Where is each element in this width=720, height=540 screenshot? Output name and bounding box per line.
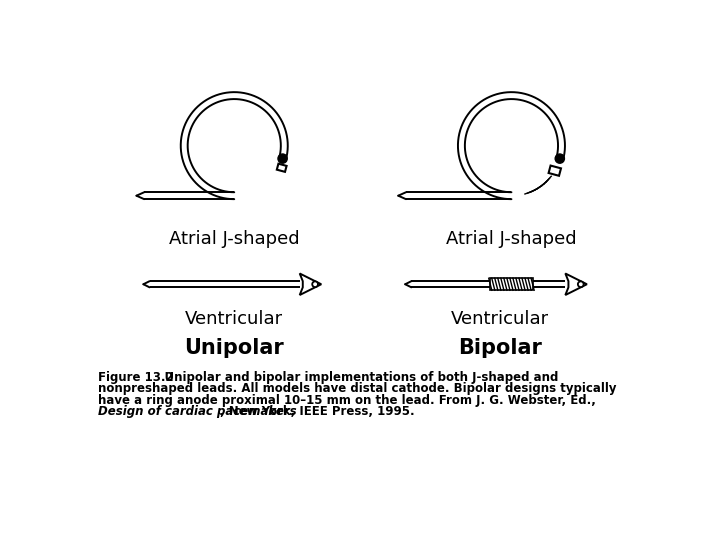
Circle shape bbox=[314, 283, 316, 286]
Text: Ventricular: Ventricular bbox=[451, 309, 549, 328]
Text: nonpreshaped leads. All models have distal cathode. Bipolar designs typically: nonpreshaped leads. All models have dist… bbox=[98, 382, 616, 395]
Circle shape bbox=[577, 281, 584, 287]
Bar bbox=[276, 164, 287, 172]
Text: Atrial J-shaped: Atrial J-shaped bbox=[446, 231, 577, 248]
Text: , New York, IEEE Press, 1995.: , New York, IEEE Press, 1995. bbox=[220, 405, 414, 418]
Circle shape bbox=[312, 281, 318, 287]
Text: Unipolar and bipolar implementations of both J-shaped and: Unipolar and bipolar implementations of … bbox=[148, 372, 559, 384]
Text: Figure 13.2: Figure 13.2 bbox=[98, 372, 174, 384]
Text: Design of cardiac pacemakers: Design of cardiac pacemakers bbox=[98, 405, 297, 418]
Text: have a ring anode proximal 10–15 mm on the lead. From J. G. Webster, Ed.,: have a ring anode proximal 10–15 mm on t… bbox=[98, 394, 596, 407]
Polygon shape bbox=[565, 273, 587, 295]
Circle shape bbox=[555, 154, 564, 163]
Text: Ventricular: Ventricular bbox=[185, 309, 283, 328]
Circle shape bbox=[278, 154, 287, 163]
Bar bbox=[549, 166, 561, 176]
Text: Unipolar: Unipolar bbox=[184, 338, 284, 358]
Bar bbox=[490, 278, 533, 291]
Polygon shape bbox=[300, 273, 321, 295]
Circle shape bbox=[580, 283, 582, 286]
Text: Bipolar: Bipolar bbox=[458, 338, 542, 358]
Text: Atrial J-shaped: Atrial J-shaped bbox=[169, 231, 300, 248]
